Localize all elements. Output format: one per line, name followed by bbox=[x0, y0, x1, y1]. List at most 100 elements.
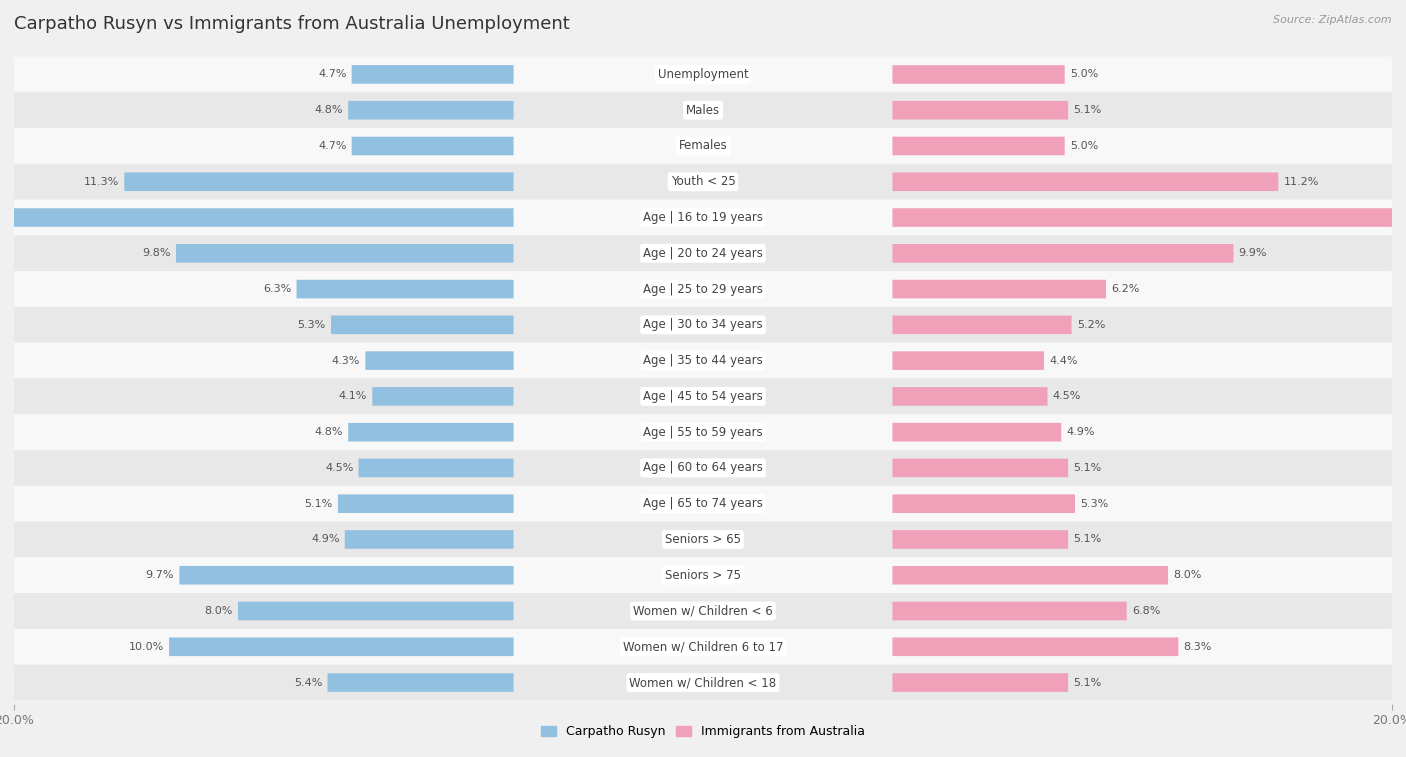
Text: Age | 65 to 74 years: Age | 65 to 74 years bbox=[643, 497, 763, 510]
FancyBboxPatch shape bbox=[893, 316, 1071, 334]
FancyBboxPatch shape bbox=[14, 92, 1392, 128]
FancyBboxPatch shape bbox=[14, 378, 1392, 414]
FancyBboxPatch shape bbox=[14, 450, 1392, 486]
Text: 5.3%: 5.3% bbox=[1080, 499, 1108, 509]
FancyBboxPatch shape bbox=[14, 486, 1392, 522]
Text: 4.9%: 4.9% bbox=[311, 534, 340, 544]
Text: 5.0%: 5.0% bbox=[1070, 141, 1098, 151]
Text: 6.2%: 6.2% bbox=[1111, 284, 1140, 294]
FancyBboxPatch shape bbox=[893, 637, 1178, 656]
FancyBboxPatch shape bbox=[893, 459, 1069, 477]
Legend: Carpatho Rusyn, Immigrants from Australia: Carpatho Rusyn, Immigrants from Australi… bbox=[536, 721, 870, 743]
Text: 4.5%: 4.5% bbox=[1053, 391, 1081, 401]
FancyBboxPatch shape bbox=[893, 351, 1045, 370]
FancyBboxPatch shape bbox=[344, 530, 513, 549]
Text: 4.7%: 4.7% bbox=[318, 70, 346, 79]
Text: 4.1%: 4.1% bbox=[339, 391, 367, 401]
FancyBboxPatch shape bbox=[893, 387, 1047, 406]
Text: 11.3%: 11.3% bbox=[84, 177, 120, 187]
Text: 4.9%: 4.9% bbox=[1066, 427, 1095, 437]
FancyBboxPatch shape bbox=[0, 208, 513, 227]
FancyBboxPatch shape bbox=[14, 665, 1392, 700]
Text: 4.7%: 4.7% bbox=[318, 141, 346, 151]
FancyBboxPatch shape bbox=[893, 602, 1126, 620]
Text: Women w/ Children 6 to 17: Women w/ Children 6 to 17 bbox=[623, 640, 783, 653]
FancyBboxPatch shape bbox=[893, 280, 1107, 298]
FancyBboxPatch shape bbox=[14, 271, 1392, 307]
Text: 10.0%: 10.0% bbox=[129, 642, 165, 652]
Text: Unemployment: Unemployment bbox=[658, 68, 748, 81]
FancyBboxPatch shape bbox=[893, 65, 1064, 84]
FancyBboxPatch shape bbox=[893, 244, 1233, 263]
Text: 5.1%: 5.1% bbox=[1073, 678, 1101, 687]
FancyBboxPatch shape bbox=[14, 235, 1392, 271]
Text: Carpatho Rusyn vs Immigrants from Australia Unemployment: Carpatho Rusyn vs Immigrants from Austra… bbox=[14, 15, 569, 33]
Text: 8.3%: 8.3% bbox=[1184, 642, 1212, 652]
FancyBboxPatch shape bbox=[328, 673, 513, 692]
FancyBboxPatch shape bbox=[297, 280, 513, 298]
FancyBboxPatch shape bbox=[893, 208, 1406, 227]
Text: Women w/ Children < 18: Women w/ Children < 18 bbox=[630, 676, 776, 689]
Text: 9.9%: 9.9% bbox=[1239, 248, 1267, 258]
Text: 9.7%: 9.7% bbox=[146, 570, 174, 580]
FancyBboxPatch shape bbox=[14, 414, 1392, 450]
Text: 5.0%: 5.0% bbox=[1070, 70, 1098, 79]
FancyBboxPatch shape bbox=[14, 57, 1392, 92]
FancyBboxPatch shape bbox=[14, 307, 1392, 343]
FancyBboxPatch shape bbox=[124, 173, 513, 191]
Text: 8.0%: 8.0% bbox=[1173, 570, 1202, 580]
FancyBboxPatch shape bbox=[180, 566, 513, 584]
FancyBboxPatch shape bbox=[352, 137, 513, 155]
FancyBboxPatch shape bbox=[893, 673, 1069, 692]
FancyBboxPatch shape bbox=[893, 173, 1278, 191]
Text: Women w/ Children < 6: Women w/ Children < 6 bbox=[633, 605, 773, 618]
Text: 4.3%: 4.3% bbox=[332, 356, 360, 366]
Text: Seniors > 65: Seniors > 65 bbox=[665, 533, 741, 546]
Text: 4.8%: 4.8% bbox=[315, 105, 343, 115]
Text: 5.2%: 5.2% bbox=[1077, 320, 1105, 330]
Text: 8.0%: 8.0% bbox=[204, 606, 233, 616]
Text: 4.8%: 4.8% bbox=[315, 427, 343, 437]
FancyBboxPatch shape bbox=[373, 387, 513, 406]
FancyBboxPatch shape bbox=[14, 343, 1392, 378]
Text: 4.5%: 4.5% bbox=[325, 463, 353, 473]
FancyBboxPatch shape bbox=[893, 494, 1076, 513]
FancyBboxPatch shape bbox=[238, 602, 513, 620]
FancyBboxPatch shape bbox=[330, 316, 513, 334]
Text: Source: ZipAtlas.com: Source: ZipAtlas.com bbox=[1274, 15, 1392, 25]
FancyBboxPatch shape bbox=[14, 557, 1392, 593]
FancyBboxPatch shape bbox=[349, 101, 513, 120]
Text: 4.4%: 4.4% bbox=[1049, 356, 1077, 366]
FancyBboxPatch shape bbox=[14, 593, 1392, 629]
Text: 5.4%: 5.4% bbox=[294, 678, 322, 687]
FancyBboxPatch shape bbox=[14, 522, 1392, 557]
FancyBboxPatch shape bbox=[176, 244, 513, 263]
FancyBboxPatch shape bbox=[893, 423, 1062, 441]
Text: Age | 60 to 64 years: Age | 60 to 64 years bbox=[643, 462, 763, 475]
Text: 5.1%: 5.1% bbox=[305, 499, 333, 509]
Text: 6.8%: 6.8% bbox=[1132, 606, 1160, 616]
Text: Age | 45 to 54 years: Age | 45 to 54 years bbox=[643, 390, 763, 403]
Text: Age | 55 to 59 years: Age | 55 to 59 years bbox=[643, 425, 763, 438]
FancyBboxPatch shape bbox=[893, 101, 1069, 120]
Text: 9.8%: 9.8% bbox=[142, 248, 170, 258]
Text: Males: Males bbox=[686, 104, 720, 117]
FancyBboxPatch shape bbox=[352, 65, 513, 84]
FancyBboxPatch shape bbox=[14, 200, 1392, 235]
FancyBboxPatch shape bbox=[14, 629, 1392, 665]
FancyBboxPatch shape bbox=[14, 164, 1392, 200]
FancyBboxPatch shape bbox=[337, 494, 513, 513]
Text: 5.1%: 5.1% bbox=[1073, 105, 1101, 115]
Text: Age | 35 to 44 years: Age | 35 to 44 years bbox=[643, 354, 763, 367]
Text: Seniors > 75: Seniors > 75 bbox=[665, 569, 741, 581]
FancyBboxPatch shape bbox=[366, 351, 513, 370]
Text: 11.2%: 11.2% bbox=[1284, 177, 1319, 187]
Text: 5.1%: 5.1% bbox=[1073, 463, 1101, 473]
Text: Age | 20 to 24 years: Age | 20 to 24 years bbox=[643, 247, 763, 260]
FancyBboxPatch shape bbox=[169, 637, 513, 656]
FancyBboxPatch shape bbox=[893, 530, 1069, 549]
Text: Age | 30 to 34 years: Age | 30 to 34 years bbox=[643, 319, 763, 332]
Text: Age | 16 to 19 years: Age | 16 to 19 years bbox=[643, 211, 763, 224]
FancyBboxPatch shape bbox=[893, 137, 1064, 155]
FancyBboxPatch shape bbox=[893, 566, 1168, 584]
